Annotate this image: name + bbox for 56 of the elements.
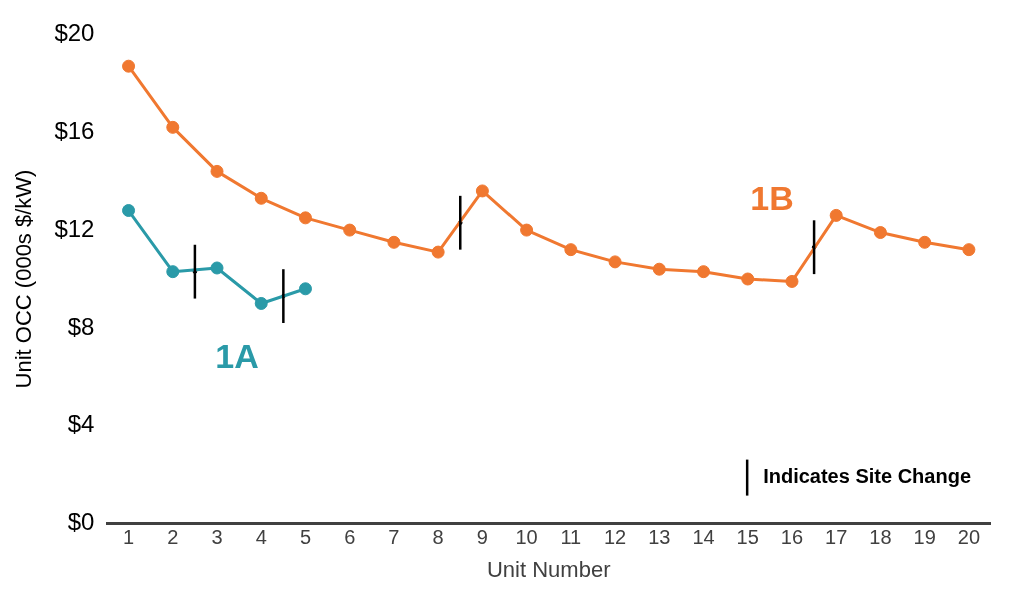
x-tick-label: 13 <box>648 526 671 549</box>
x-axis-title: Unit Number <box>486 556 611 582</box>
point <box>254 191 268 205</box>
point <box>475 184 489 198</box>
point <box>652 262 666 276</box>
y-tick-label: $12 <box>54 214 95 242</box>
legend-label: Indicates Site Change <box>763 465 972 488</box>
x-tick-label: 4 <box>255 526 267 549</box>
y-tick-label: $4 <box>67 410 95 438</box>
series-label: 1B <box>750 178 794 217</box>
point <box>873 226 887 240</box>
x-tick-label: 5 <box>299 526 312 549</box>
y-tick-label: $20 <box>54 19 95 47</box>
point <box>122 59 136 73</box>
x-tick-label: 6 <box>344 526 356 549</box>
x-tick-label: 15 <box>736 526 759 549</box>
x-tick-label: 1 <box>122 526 135 549</box>
y-axis-title: Unit OCC (000s $/kW) <box>11 169 37 389</box>
y-tick-label: $0 <box>67 508 95 536</box>
point <box>520 223 534 237</box>
point <box>785 274 799 288</box>
x-tick-label: 10 <box>515 526 538 549</box>
point <box>210 164 224 178</box>
x-tick-label: 20 <box>957 526 981 549</box>
x-tick-label: 11 <box>560 526 582 549</box>
x-tick-label: 16 <box>780 526 804 549</box>
point <box>829 208 843 222</box>
point <box>918 235 932 249</box>
point <box>431 245 445 259</box>
x-tick-label: 7 <box>388 526 400 549</box>
x-tick-label: 8 <box>432 526 444 549</box>
x-tick-label: 12 <box>603 526 627 549</box>
point <box>343 223 357 237</box>
x-tick-label: 18 <box>869 526 892 549</box>
series-label: 1A <box>215 336 259 375</box>
x-tick-label: 19 <box>913 526 936 549</box>
x-tick-label: 2 <box>167 526 179 549</box>
x-tick-label: 3 <box>211 526 223 549</box>
point <box>254 296 268 310</box>
x-tick-label: 17 <box>825 526 848 549</box>
y-tick-label: $8 <box>67 312 95 340</box>
point <box>962 243 976 257</box>
point <box>298 282 312 296</box>
point <box>166 265 180 279</box>
point <box>122 204 136 218</box>
point <box>387 235 401 249</box>
point <box>210 261 224 275</box>
point <box>608 255 622 269</box>
y-tick-label: $16 <box>54 116 95 144</box>
point <box>298 211 312 225</box>
x-tick-label: 14 <box>692 526 715 549</box>
x-tick-label: 9 <box>476 526 488 549</box>
point <box>564 243 578 257</box>
point <box>166 120 180 134</box>
point <box>697 265 711 279</box>
point <box>741 272 755 286</box>
